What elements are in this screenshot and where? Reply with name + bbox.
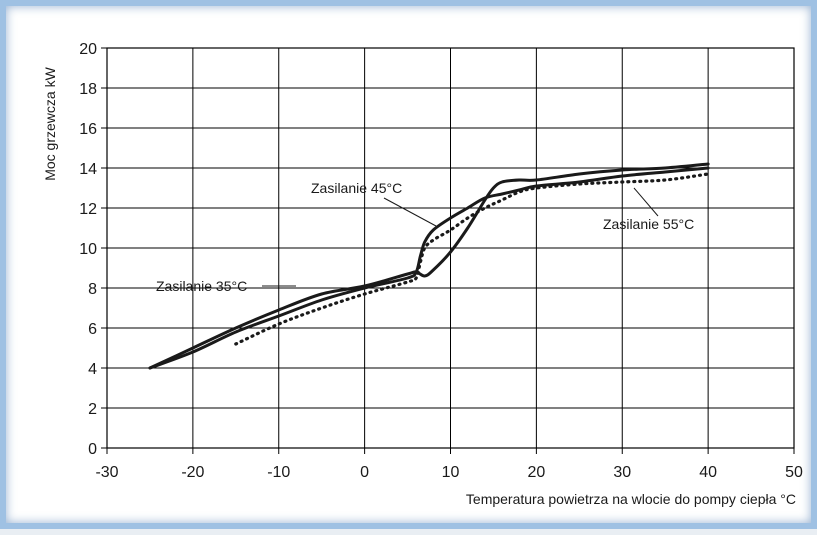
- y-tick-label: 6: [88, 321, 97, 338]
- chart-svg: -30 -20 -10 0 10 20 30 40 50 0 2 4 6 8 10 12 14 16 18 20 Za…: [42, 41, 803, 507]
- axis-titles: Moc grzewcza kW Temperatura powietrza na…: [42, 66, 796, 507]
- x-tick-label: 40: [699, 464, 717, 481]
- series-line-2: [234, 172, 710, 346]
- y-tick-label: 16: [79, 121, 97, 138]
- x-tick-label: -10: [267, 464, 290, 481]
- y-tick-label: 14: [79, 161, 97, 178]
- y-tick-label: 20: [79, 41, 97, 58]
- annotation-45: Zasilanie 45°C: [311, 180, 402, 196]
- annotations: Zasilanie 45°C Zasilanie 35°C Zasilanie …: [156, 180, 694, 294]
- annotation-55: Zasilanie 55°C: [603, 216, 694, 232]
- grid: [106, 47, 795, 449]
- series-line-0: [148, 162, 710, 370]
- series-lines: [148, 162, 710, 370]
- x-tick-label: -20: [181, 464, 204, 481]
- x-tick-label: -30: [95, 464, 118, 481]
- y-tick-label: 10: [79, 241, 97, 258]
- x-tick-label: 0: [360, 464, 369, 481]
- y-tick-label: 18: [79, 81, 97, 98]
- y-axis-label: Moc grzewcza kW: [42, 66, 58, 180]
- x-tick-label: 30: [613, 464, 631, 481]
- series-line-1: [148, 166, 710, 370]
- x-axis-label: Temperatura powietrza na wlocie do pompy…: [466, 491, 796, 507]
- y-tick-label: 12: [79, 201, 97, 218]
- y-tick-label: 0: [88, 441, 97, 458]
- leader-55: [633, 187, 659, 217]
- x-tick-label: 20: [527, 464, 545, 481]
- annotation-35: Zasilanie 35°C: [156, 278, 247, 294]
- leader-45: [383, 197, 437, 227]
- ticks: -30 -20 -10 0 10 20 30 40 50 0 2 4 6 8 10 12 14 16 18 20: [79, 41, 803, 481]
- x-tick-label: 50: [785, 464, 803, 481]
- x-tick-label: 10: [442, 464, 460, 481]
- y-tick-label: 8: [88, 281, 97, 298]
- y-tick-label: 2: [88, 401, 97, 418]
- y-tick-label: 4: [88, 361, 97, 378]
